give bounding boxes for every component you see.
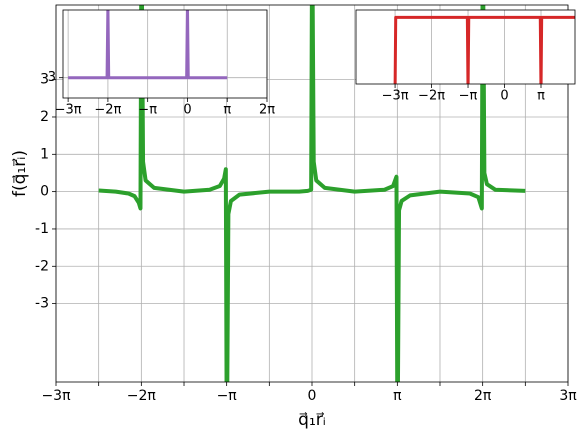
data-line (98, 5, 526, 382)
data-line (393, 15, 575, 84)
x-tick-label: −2π (94, 103, 121, 118)
axes-frame (355, 9, 576, 85)
y-tick-label: -2 (35, 258, 49, 274)
y-tick-label: 0 (40, 184, 49, 200)
x-tick-label: −3π (55, 103, 82, 118)
x-tick-label: −3π (382, 89, 409, 104)
x-tick-label: 3π (559, 388, 577, 404)
y-tick-label: 3 (40, 72, 49, 88)
axes-frame (62, 9, 268, 99)
x-tick-label: π (223, 103, 231, 118)
y-tick-label: -3 (35, 296, 49, 312)
x-tick-label: 0 (500, 89, 508, 104)
x-tick-label: 0 (183, 103, 191, 118)
x-tick-label: −3π (41, 388, 71, 404)
x-tick-label: π (537, 89, 545, 104)
x-tick-label: −π (459, 89, 478, 104)
y-tick-label: 2 (40, 109, 49, 125)
x-tick-label: −π (138, 103, 157, 118)
y-tick-label: -1 (35, 221, 49, 237)
x-tick-label: −π (217, 388, 238, 404)
y-tick-label: 3 (48, 70, 56, 85)
x-tick-label: π (393, 388, 402, 404)
data-line (68, 10, 228, 80)
y-tick-label: 1 (40, 146, 49, 162)
plot-area (356, 10, 575, 84)
x-tick-label: 2π (259, 103, 275, 118)
x-tick-label: 2π (474, 388, 492, 404)
y-axis-label: f(q⃗₁r⃗ᵢ) (10, 150, 30, 197)
x-axis-label: q⃗₁r⃗ᵢ (298, 410, 326, 430)
plot-area (63, 10, 267, 98)
x-tick-label: −2π (418, 89, 445, 104)
x-tick-label: −2π (127, 388, 157, 404)
x-tick-label: 0 (308, 388, 317, 404)
